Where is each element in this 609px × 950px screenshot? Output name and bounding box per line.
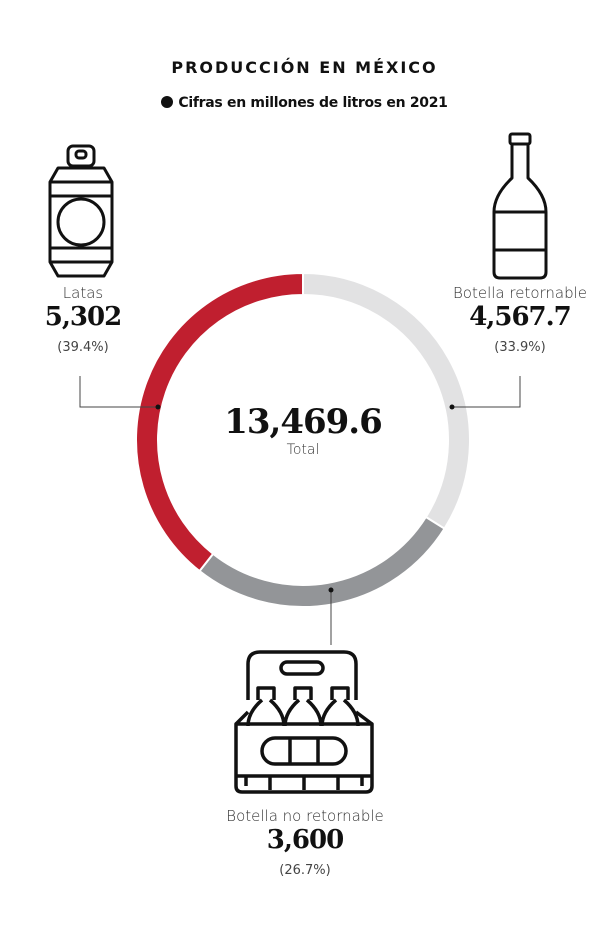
six-pack-icon [234, 650, 374, 794]
leader-dot-botella-retornable [449, 404, 455, 410]
can-icon [48, 144, 114, 278]
total-label: 13,469.6 Total [203, 402, 403, 458]
slice-latas [135, 271, 304, 573]
slice-value: 5,302 [44, 302, 122, 332]
subtitle-text: Cifras en millones de litros en 2021 [178, 95, 448, 111]
bullet-icon [161, 96, 174, 108]
label-botella-retornable: Botella retornable 4,567.7 (33.9%) [420, 284, 609, 355]
slice-value: 4,567.7 [469, 302, 572, 332]
leader-dot-botella-no-retornable [328, 587, 334, 593]
slice-name: Botella retornable [452, 284, 588, 302]
total-value: 13,469.6 [224, 402, 383, 442]
label-latas: Latas 5,302 (39.4%) [0, 284, 183, 355]
label-botella-no-retornable: Botella no retornable 3,600 (26.7%) [205, 807, 405, 878]
slice-percent: (33.9%) [494, 340, 546, 355]
total-caption: Total [286, 442, 320, 458]
slice-percent: (26.7%) [279, 863, 331, 878]
slice-botella-no-retornable [198, 515, 446, 608]
slice-name: Botella no retornable [226, 807, 384, 825]
chart-subtitle: Cifras en millones de litros en 2021 [0, 95, 609, 111]
slice-percent: (39.4%) [57, 340, 109, 355]
leader-line-botella-retornable [452, 376, 521, 408]
leader-dot-latas [155, 404, 161, 410]
slice-name: Latas [62, 284, 104, 302]
slice-value: 3,600 [266, 825, 344, 855]
bottle-icon [492, 132, 548, 280]
leader-line-latas [79, 376, 158, 408]
chart-title: PRODUCCIÓN EN MÉXICO [171, 58, 438, 77]
